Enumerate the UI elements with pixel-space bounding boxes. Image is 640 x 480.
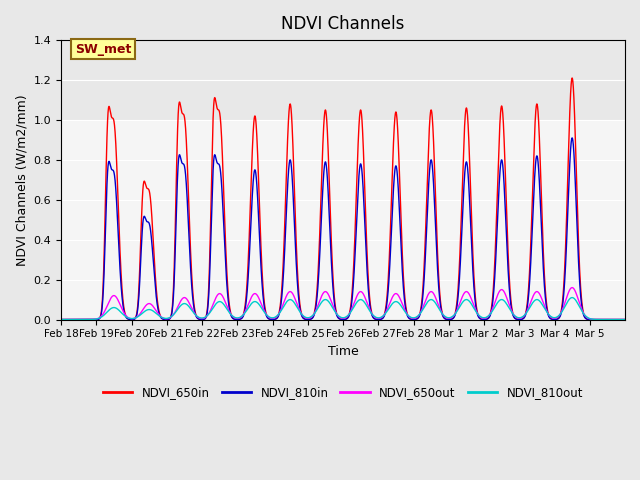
Legend: NDVI_650in, NDVI_810in, NDVI_650out, NDVI_810out: NDVI_650in, NDVI_810in, NDVI_650out, NDV… (98, 381, 588, 404)
Y-axis label: NDVI Channels (W/m2/mm): NDVI Channels (W/m2/mm) (15, 94, 28, 265)
Text: SW_met: SW_met (75, 43, 131, 56)
X-axis label: Time: Time (328, 345, 358, 358)
Bar (61, 40, 625, 120)
Title: NDVI Channels: NDVI Channels (282, 15, 404, 33)
